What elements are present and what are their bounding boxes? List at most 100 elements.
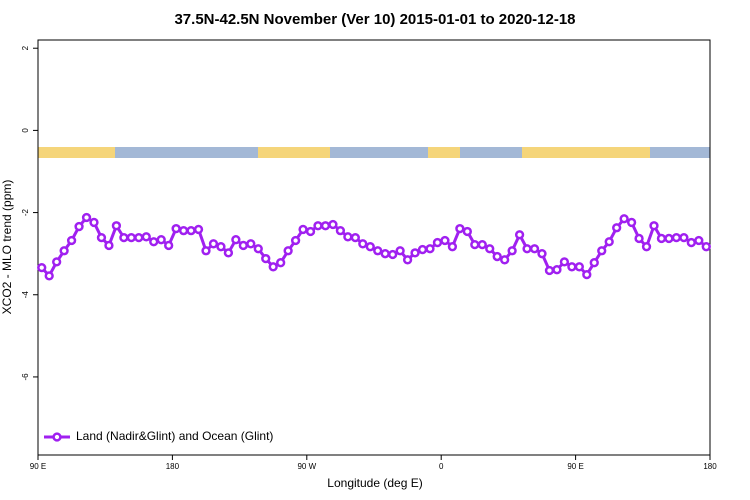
point — [388, 249, 398, 260]
point — [597, 246, 607, 256]
point — [119, 232, 129, 243]
point — [37, 262, 47, 273]
point — [455, 223, 465, 234]
point — [365, 242, 375, 252]
point — [52, 257, 62, 267]
point — [186, 226, 196, 236]
point — [537, 249, 547, 259]
point — [410, 248, 420, 258]
point — [649, 221, 659, 231]
y-axis-label: XCO2 - MLO trend (ppm) — [0, 180, 14, 315]
point — [432, 237, 443, 248]
point — [96, 232, 107, 243]
point — [126, 232, 136, 243]
point — [59, 246, 69, 256]
point — [559, 257, 570, 267]
point — [619, 214, 629, 224]
y-tick-label: 2 — [21, 45, 30, 50]
point — [425, 244, 435, 254]
point — [529, 244, 540, 254]
x-tick-label: 0 — [439, 462, 444, 471]
legend-marker — [52, 432, 62, 442]
point — [679, 232, 689, 243]
point — [589, 258, 599, 268]
point — [440, 235, 450, 246]
point — [634, 233, 644, 244]
point — [216, 242, 226, 252]
point — [574, 262, 584, 272]
point — [343, 232, 353, 242]
point — [231, 235, 241, 245]
point — [552, 265, 562, 275]
point — [104, 240, 114, 251]
point — [246, 239, 256, 249]
x-tick-label: 180 — [166, 462, 180, 471]
point — [223, 248, 234, 258]
point — [350, 232, 360, 243]
point — [671, 232, 682, 243]
point — [664, 233, 674, 244]
y-tick-label: -2 — [21, 208, 30, 216]
x-tick-label: 180 — [703, 462, 717, 471]
point — [462, 226, 472, 237]
point — [171, 223, 181, 234]
point — [313, 221, 323, 231]
point — [276, 258, 286, 268]
point — [694, 235, 704, 246]
point — [193, 224, 204, 235]
point — [320, 221, 331, 231]
point — [492, 251, 502, 262]
x-axis-label: Longitude (deg E) — [327, 476, 422, 490]
land-ocean-strip — [38, 147, 710, 158]
point — [261, 253, 271, 264]
point — [514, 230, 525, 240]
point — [66, 235, 77, 246]
point — [74, 221, 84, 232]
point — [298, 224, 308, 235]
point — [134, 232, 144, 243]
point — [470, 239, 480, 250]
point — [89, 217, 99, 228]
x-tick-label: 90 E — [30, 462, 46, 471]
point — [395, 246, 405, 256]
point — [701, 242, 711, 252]
point — [358, 239, 368, 249]
legend-label: Land (Nadir&Glint) and Ocean (Glint) — [76, 429, 273, 443]
point — [380, 249, 390, 259]
y-tick-label: 0 — [21, 128, 30, 133]
point — [686, 237, 696, 248]
point — [544, 265, 555, 276]
point — [328, 219, 338, 230]
point — [373, 246, 383, 256]
chart-title: 37.5N-42.5N November (Ver 10) 2015-01-01… — [174, 11, 575, 28]
point — [208, 239, 219, 249]
point — [201, 246, 211, 256]
y-tick-label: -4 — [21, 291, 30, 299]
point — [335, 226, 346, 236]
point — [149, 237, 159, 247]
x-tick-label: 90 W — [297, 462, 316, 471]
point — [81, 212, 92, 223]
point — [111, 221, 122, 231]
point — [402, 255, 413, 265]
point — [626, 217, 637, 228]
point — [283, 246, 293, 256]
point — [612, 223, 622, 233]
point — [500, 255, 510, 265]
point — [164, 240, 174, 251]
point — [178, 226, 189, 236]
point — [641, 242, 652, 252]
point — [141, 232, 151, 242]
point — [582, 269, 592, 280]
point — [522, 244, 532, 254]
point — [507, 246, 517, 256]
point — [417, 244, 428, 255]
point — [604, 237, 614, 247]
point — [268, 262, 278, 272]
point — [305, 226, 316, 237]
point — [156, 235, 166, 245]
point — [656, 233, 667, 244]
point — [447, 242, 458, 252]
x-tick-label: 90 E — [567, 462, 583, 471]
